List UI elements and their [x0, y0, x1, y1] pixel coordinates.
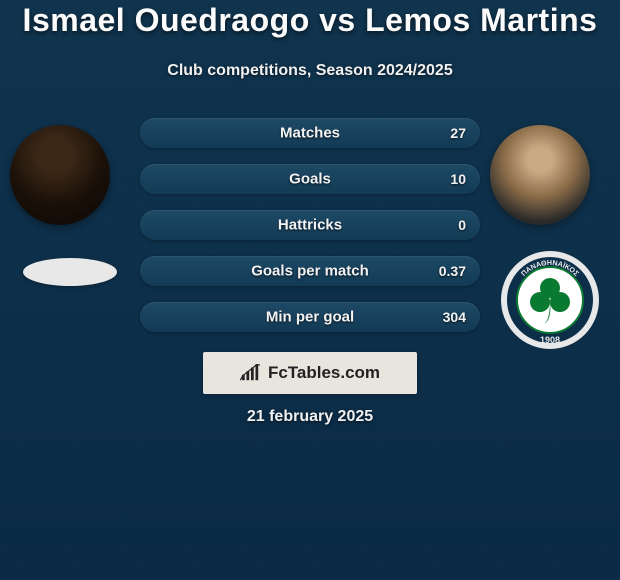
stat-label: Min per goal	[266, 309, 354, 326]
page-subtitle: Club competitions, Season 2024/2025	[0, 62, 620, 80]
brand-text: FcTables.com	[268, 363, 380, 383]
stat-row: Goals 10	[140, 164, 480, 194]
stat-right-value: 0	[458, 217, 466, 233]
club-right-badge: ΠΑΝΑΘΗΝΑΪΚΟΣ 1908	[500, 250, 600, 350]
stat-label: Matches	[280, 125, 340, 142]
club-right-year: 1908	[540, 335, 560, 345]
comparison-card: Ismael Ouedraogo vs Lemos Martins Club c…	[0, 0, 620, 580]
stat-right-value: 0.37	[439, 263, 466, 279]
date-label: 21 february 2025	[0, 408, 620, 426]
stat-label: Goals per match	[251, 263, 369, 280]
brand-box: FcTables.com	[203, 352, 417, 394]
stat-row: Matches 27	[140, 118, 480, 148]
stat-row: Goals per match 0.37	[140, 256, 480, 286]
panathinaikos-icon: ΠΑΝΑΘΗΝΑΪΚΟΣ 1908	[500, 250, 600, 350]
stats-list: Matches 27 Goals 10 Hattricks 0 Goals pe…	[140, 118, 480, 348]
stat-row: Hattricks 0	[140, 210, 480, 240]
club-left-badge	[23, 258, 117, 286]
stat-right-value: 10	[450, 171, 466, 187]
stat-right-value: 304	[443, 309, 466, 325]
stat-label: Hattricks	[278, 217, 342, 234]
bar-chart-icon	[240, 364, 262, 382]
stat-row: Min per goal 304	[140, 302, 480, 332]
stat-right-value: 27	[450, 125, 466, 141]
player-right-avatar	[490, 125, 590, 225]
player-left-avatar	[10, 125, 110, 225]
stat-label: Goals	[289, 171, 331, 188]
page-title: Ismael Ouedraogo vs Lemos Martins	[0, 2, 620, 39]
